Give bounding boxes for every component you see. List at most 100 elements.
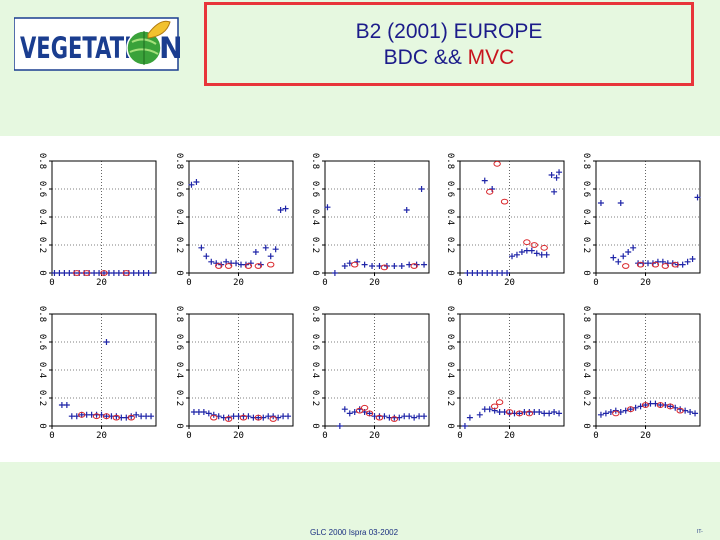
mvc-point (656, 402, 665, 408)
bdc-point (103, 339, 110, 345)
bdc-point (369, 263, 376, 269)
mvc-point (224, 263, 233, 269)
y-tick-label: 0.2 (174, 390, 184, 406)
scatter-panel-2: 0 0.2 0.4 0.6 0.8 0 20 (174, 153, 294, 288)
title-box: B2 (2001) EUROPE BDC && MVC (204, 2, 694, 86)
bdc-point (133, 411, 140, 418)
bdc-point (418, 186, 425, 192)
bdc-point (267, 253, 274, 260)
y-tick-label: 0.6 (445, 334, 455, 350)
y-tick-label: 0 (174, 270, 184, 275)
y-tick-label: 0.4 (37, 362, 47, 378)
bdc-point (543, 251, 550, 258)
logo-text-end: N (159, 31, 180, 65)
y-tick-label: 0.4 (445, 209, 455, 225)
y-tick-label: 0.8 (581, 306, 591, 322)
mvc-point (486, 188, 494, 195)
bdc-point (677, 406, 684, 413)
bdc-point (684, 258, 691, 265)
mvc-point (112, 414, 121, 421)
title-line-1: B2 (2001) EUROPE (355, 20, 543, 43)
x-tick-label: 20 (504, 431, 515, 441)
y-tick-label: 0 (445, 423, 455, 428)
bdc-point (513, 251, 520, 258)
mvc-point (254, 263, 263, 269)
bdc-point (689, 256, 696, 262)
mvc-point (525, 410, 534, 417)
y-tick-label: 0.4 (310, 209, 320, 225)
bdc-point (346, 410, 353, 417)
bdc-point (233, 260, 240, 267)
bdc-point (193, 179, 200, 185)
mvc-point (78, 411, 86, 418)
y-tick-label: 0.8 (37, 153, 47, 169)
chart-panel: 0 0.2 0.4 0.6 0.8 0 20 0 0.2 0.4 0.6 0.8 0 20 0 0.2 0.4 0… (0, 136, 720, 462)
bdc-point (551, 409, 558, 415)
bdc-point (620, 253, 627, 260)
bdc-point (504, 270, 511, 276)
mvc-point (267, 261, 275, 268)
mvc-point (676, 407, 684, 414)
mvc-point (355, 407, 364, 414)
bdc-point (476, 411, 483, 418)
mvc-point (365, 410, 374, 417)
bdc-point (336, 423, 343, 429)
bdc-point (533, 250, 540, 257)
x-tick-label: 20 (504, 278, 515, 288)
y-tick-label: 0.8 (445, 306, 455, 322)
mvc-point (82, 270, 91, 276)
mvc-point (375, 414, 384, 421)
bdc-point (679, 261, 686, 268)
bdc-point (208, 258, 215, 265)
x-tick-label: 20 (96, 431, 107, 441)
vegetation-logo: VEGETATI N (13, 16, 183, 72)
footer-text: GLC 2000 Ispra 03-2002 (310, 528, 399, 537)
mvc-point (651, 261, 660, 268)
x-tick-label: 0 (186, 278, 191, 288)
y-tick-label: 0 (37, 423, 47, 428)
bdc-point (602, 410, 609, 417)
y-tick-label: 0.2 (37, 237, 47, 253)
x-tick-label: 0 (593, 431, 598, 441)
x-tick-label: 0 (593, 278, 598, 288)
mvc-point (523, 239, 531, 246)
mvc-point (127, 414, 135, 421)
y-tick-label: 0.6 (581, 334, 591, 350)
bdc-point (391, 263, 398, 269)
mvc-point (239, 414, 248, 421)
mvc-point (215, 263, 223, 269)
mvc-point (224, 416, 233, 422)
bdc-point (200, 409, 207, 415)
x-tick-label: 20 (369, 278, 380, 288)
x-tick-label: 0 (49, 431, 54, 441)
y-tick-label: 0.2 (581, 237, 591, 253)
title-accent: MVC (467, 46, 515, 69)
x-tick-label: 20 (96, 278, 107, 288)
y-tick-label: 0.2 (445, 237, 455, 253)
y-tick-label: 0 (310, 423, 320, 428)
bdc-point (630, 244, 637, 251)
bdc-point (225, 414, 232, 421)
y-tick-label: 0.4 (445, 362, 455, 378)
y-tick-label: 0.4 (581, 209, 591, 225)
y-tick-label: 0.2 (310, 390, 320, 406)
y-tick-label: 0.8 (174, 153, 184, 169)
bdc-point (285, 413, 292, 420)
y-tick-label: 0.6 (310, 181, 320, 197)
bdc-point (198, 244, 205, 251)
y-tick-label: 0 (581, 270, 591, 275)
x-tick-label: 20 (233, 431, 244, 441)
bdc-point (411, 414, 418, 421)
bdc-point (282, 205, 289, 212)
x-tick-label: 20 (640, 431, 651, 441)
y-tick-label: 0.8 (310, 153, 320, 169)
y-tick-label: 0 (581, 423, 591, 428)
mvc-point (73, 270, 81, 276)
bdc-point (546, 410, 553, 417)
bdc-point (687, 409, 694, 415)
mvc-point (530, 242, 538, 248)
bdc-point (556, 410, 563, 417)
scatter-panel-9: 0 0.2 0.4 0.6 0.8 0 20 (445, 306, 565, 441)
bdc-point (536, 409, 543, 415)
y-tick-label: 0.6 (37, 181, 47, 197)
